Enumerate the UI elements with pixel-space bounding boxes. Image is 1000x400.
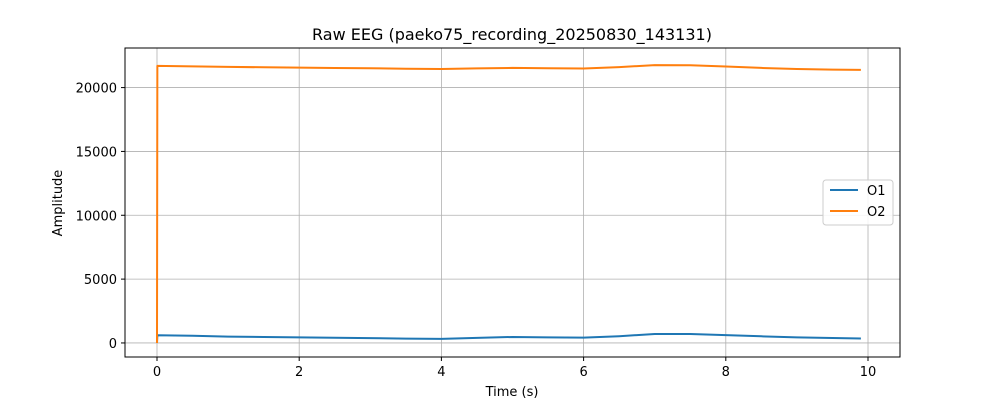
x-tick-label: 8 bbox=[722, 365, 730, 380]
y-tick-label: 15000 bbox=[76, 145, 117, 160]
chart-title: Raw EEG (paeko75_recording_20250830_1431… bbox=[312, 25, 712, 45]
x-tick-label: 10 bbox=[860, 365, 877, 380]
legend-frame bbox=[822, 179, 894, 226]
plot-frame bbox=[124, 47, 901, 358]
x-tick-label: 0 bbox=[153, 365, 161, 380]
x-tick-label: 6 bbox=[579, 365, 587, 380]
y-tick-label: 0 bbox=[109, 337, 117, 352]
legend: O1 O2 bbox=[822, 179, 894, 226]
series-lines bbox=[156, 64, 861, 343]
y-axis-label: Amplitude bbox=[51, 170, 66, 237]
axis-ticks: 0 2 4 6 8 10 0 5000 10000 15000 20000 bbox=[76, 82, 877, 380]
x-tick-label: 2 bbox=[295, 365, 303, 380]
y-tick-label: 20000 bbox=[76, 82, 117, 97]
y-tick-label: 5000 bbox=[84, 273, 117, 288]
grid-lines bbox=[125, 48, 900, 357]
legend-label-o2: O2 bbox=[867, 205, 886, 220]
x-axis-label: Time (s) bbox=[485, 385, 539, 400]
x-tick-label: 4 bbox=[437, 365, 445, 380]
y-tick-label: 10000 bbox=[76, 209, 117, 224]
legend-label-o1: O1 bbox=[867, 184, 886, 199]
series-line-o2 bbox=[156, 64, 861, 343]
series-line-o1 bbox=[156, 333, 861, 343]
